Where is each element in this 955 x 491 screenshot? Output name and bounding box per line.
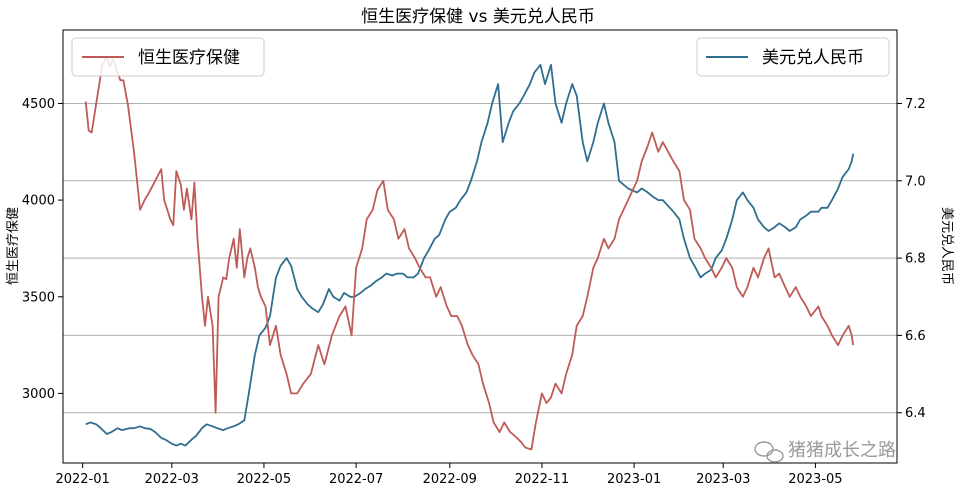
x-tick-label: 2022-01 bbox=[55, 472, 109, 487]
left-y-axis-label: 恒生医疗保健 bbox=[6, 207, 21, 285]
right-y-axis: 6.4 6.6 6.8 7.0 7.2 bbox=[897, 97, 926, 421]
legend-right-frame bbox=[696, 37, 890, 77]
right-y-tick-label: 7.0 bbox=[905, 174, 926, 189]
gridlines bbox=[63, 102, 897, 414]
chart-title: 恒生医疗保健 vs 美元兑人民币 bbox=[361, 7, 595, 27]
x-axis: 2022-01 2022-03 2022-05 2022-07 2022-09 2022-… bbox=[55, 463, 843, 487]
x-tick-label: 2023-01 bbox=[607, 472, 661, 487]
right-y-tick-label: 6.6 bbox=[905, 329, 926, 344]
legend-left-label: 恒生医疗保健 bbox=[138, 48, 240, 68]
left-y-tick-label: 3000 bbox=[22, 387, 55, 402]
x-tick-label: 2023-03 bbox=[696, 472, 750, 487]
series-line-usdcny bbox=[85, 63, 855, 447]
right-y-axis-label: 美元兑人民币 bbox=[939, 207, 954, 285]
left-y-tick-label: 4500 bbox=[22, 97, 55, 112]
right-y-tick-label: 6.8 bbox=[905, 252, 926, 267]
legend-left: 恒生医疗保健 bbox=[71, 37, 265, 77]
series-line-hs-healthcare bbox=[84, 56, 855, 451]
right-y-tick-label: 6.4 bbox=[905, 406, 926, 421]
watermark-text: 猪猪成长之路 bbox=[788, 440, 896, 461]
x-tick-label: 2022-05 bbox=[237, 472, 291, 487]
x-tick-label: 2023-05 bbox=[788, 472, 842, 487]
x-tick-label: 2022-11 bbox=[515, 472, 569, 487]
watermark: 猪猪成长之路 bbox=[754, 440, 896, 463]
legend-right-label: 美元兑人民币 bbox=[762, 48, 864, 68]
left-y-tick-label: 4000 bbox=[22, 194, 55, 209]
series-layer bbox=[84, 56, 855, 451]
x-tick-label: 2022-09 bbox=[423, 472, 477, 487]
left-y-axis: 3000 3500 4000 4500 bbox=[22, 97, 63, 402]
x-tick-label: 2022-07 bbox=[329, 472, 383, 487]
plot-frame bbox=[62, 29, 898, 464]
right-y-tick-label: 7.2 bbox=[905, 97, 926, 112]
legend-right: 美元兑人民币 bbox=[696, 37, 890, 77]
wechat-icon bbox=[754, 441, 784, 463]
left-y-tick-label: 3500 bbox=[22, 290, 55, 305]
legend-left-frame bbox=[71, 37, 265, 77]
x-tick-label: 2022-03 bbox=[145, 472, 199, 487]
